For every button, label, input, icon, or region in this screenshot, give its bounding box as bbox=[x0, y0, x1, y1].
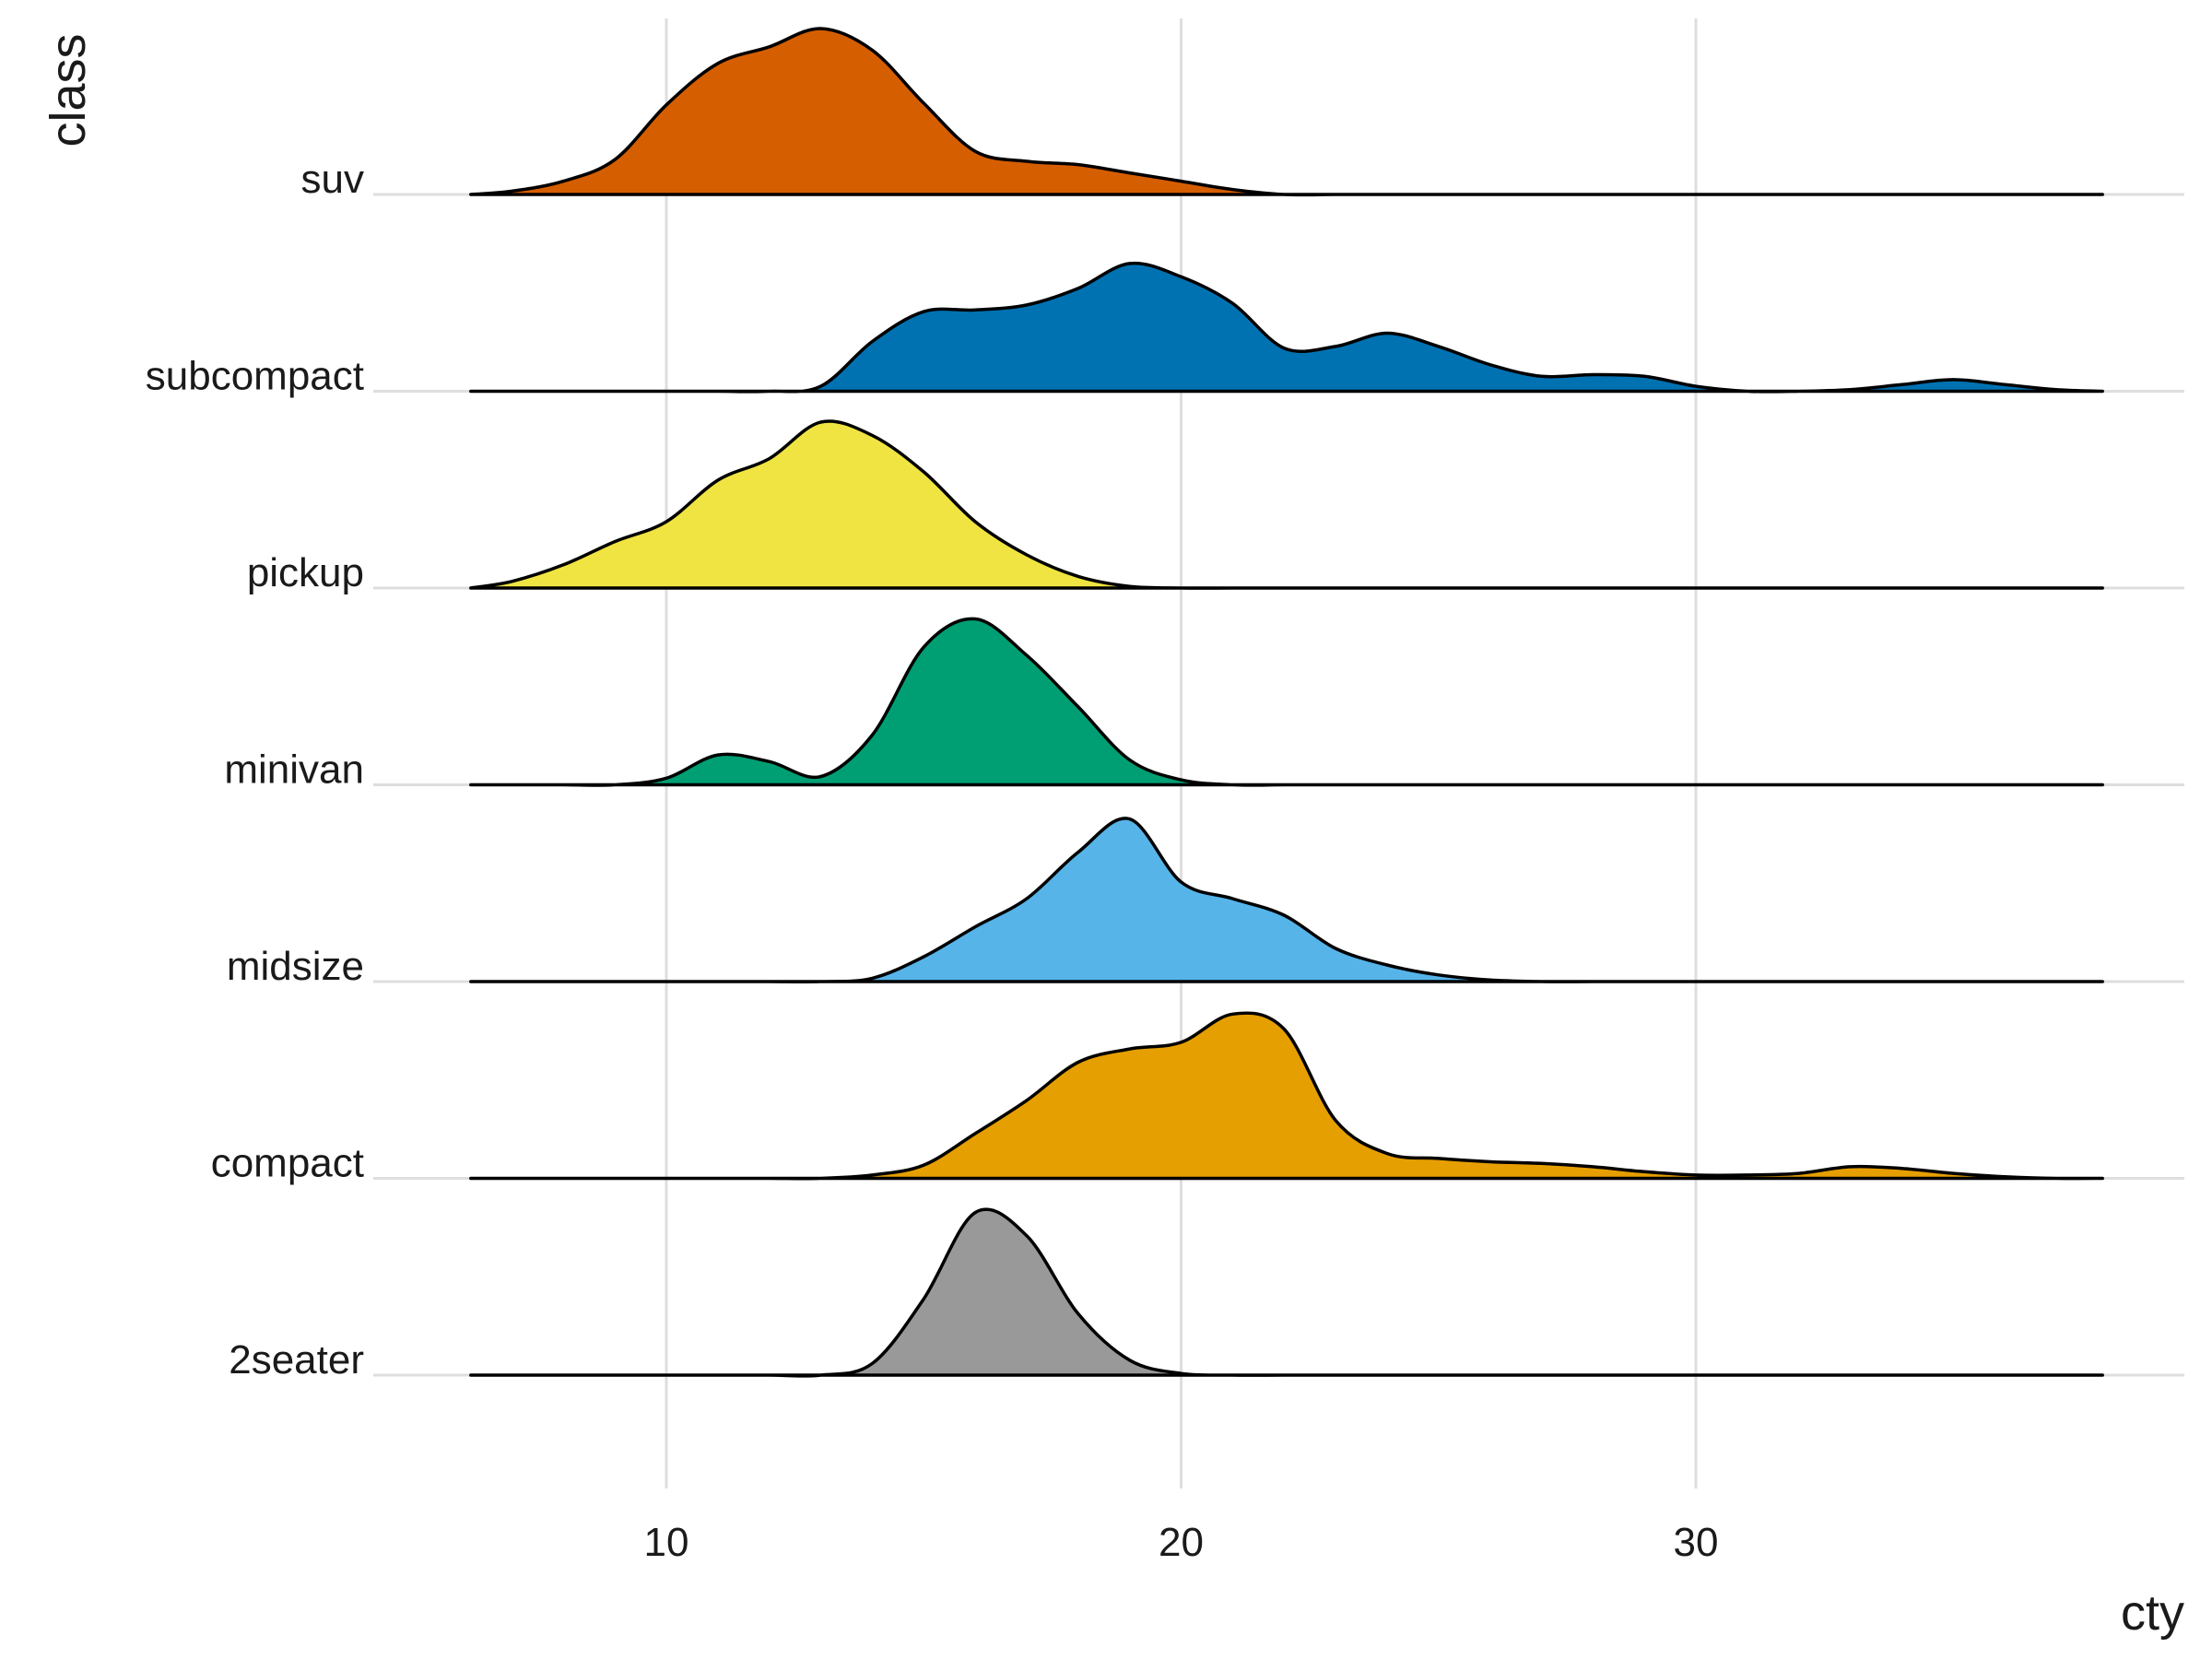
category-label-minivan: minivan bbox=[224, 747, 364, 793]
ridge-suv bbox=[469, 27, 2104, 197]
ridges bbox=[469, 27, 2104, 1378]
ridge-midsize bbox=[469, 817, 2104, 984]
category-label-pickup: pickup bbox=[247, 550, 364, 595]
ridge-pickup bbox=[469, 419, 2104, 590]
ridge-minivan bbox=[469, 617, 2104, 787]
category-label-midsize: midsize bbox=[227, 944, 364, 989]
x-axis-title: cty bbox=[2121, 1585, 2184, 1641]
category-label-subcompact: subcompact bbox=[146, 354, 364, 399]
x-tick-label-30: 30 bbox=[1674, 1520, 1719, 1565]
y-axis-title: class bbox=[41, 33, 96, 147]
vertical-grid bbox=[665, 18, 1698, 1488]
category-label-suv: suv bbox=[301, 157, 364, 202]
ridge-compact bbox=[469, 1011, 2104, 1181]
x-tick-label-10: 10 bbox=[644, 1520, 689, 1565]
category-label-2seater: 2seater bbox=[229, 1337, 364, 1382]
category-label-compact: compact bbox=[211, 1141, 364, 1186]
x-tick-label-20: 20 bbox=[1159, 1520, 1204, 1565]
x-tick-labels: 10 20 30 bbox=[644, 1520, 1719, 1565]
category-labels: 2seater compact midsize minivan pickup subcom… bbox=[146, 157, 364, 1382]
ridge-2seater bbox=[469, 1207, 2104, 1378]
ridge-subcompact bbox=[469, 261, 2104, 394]
